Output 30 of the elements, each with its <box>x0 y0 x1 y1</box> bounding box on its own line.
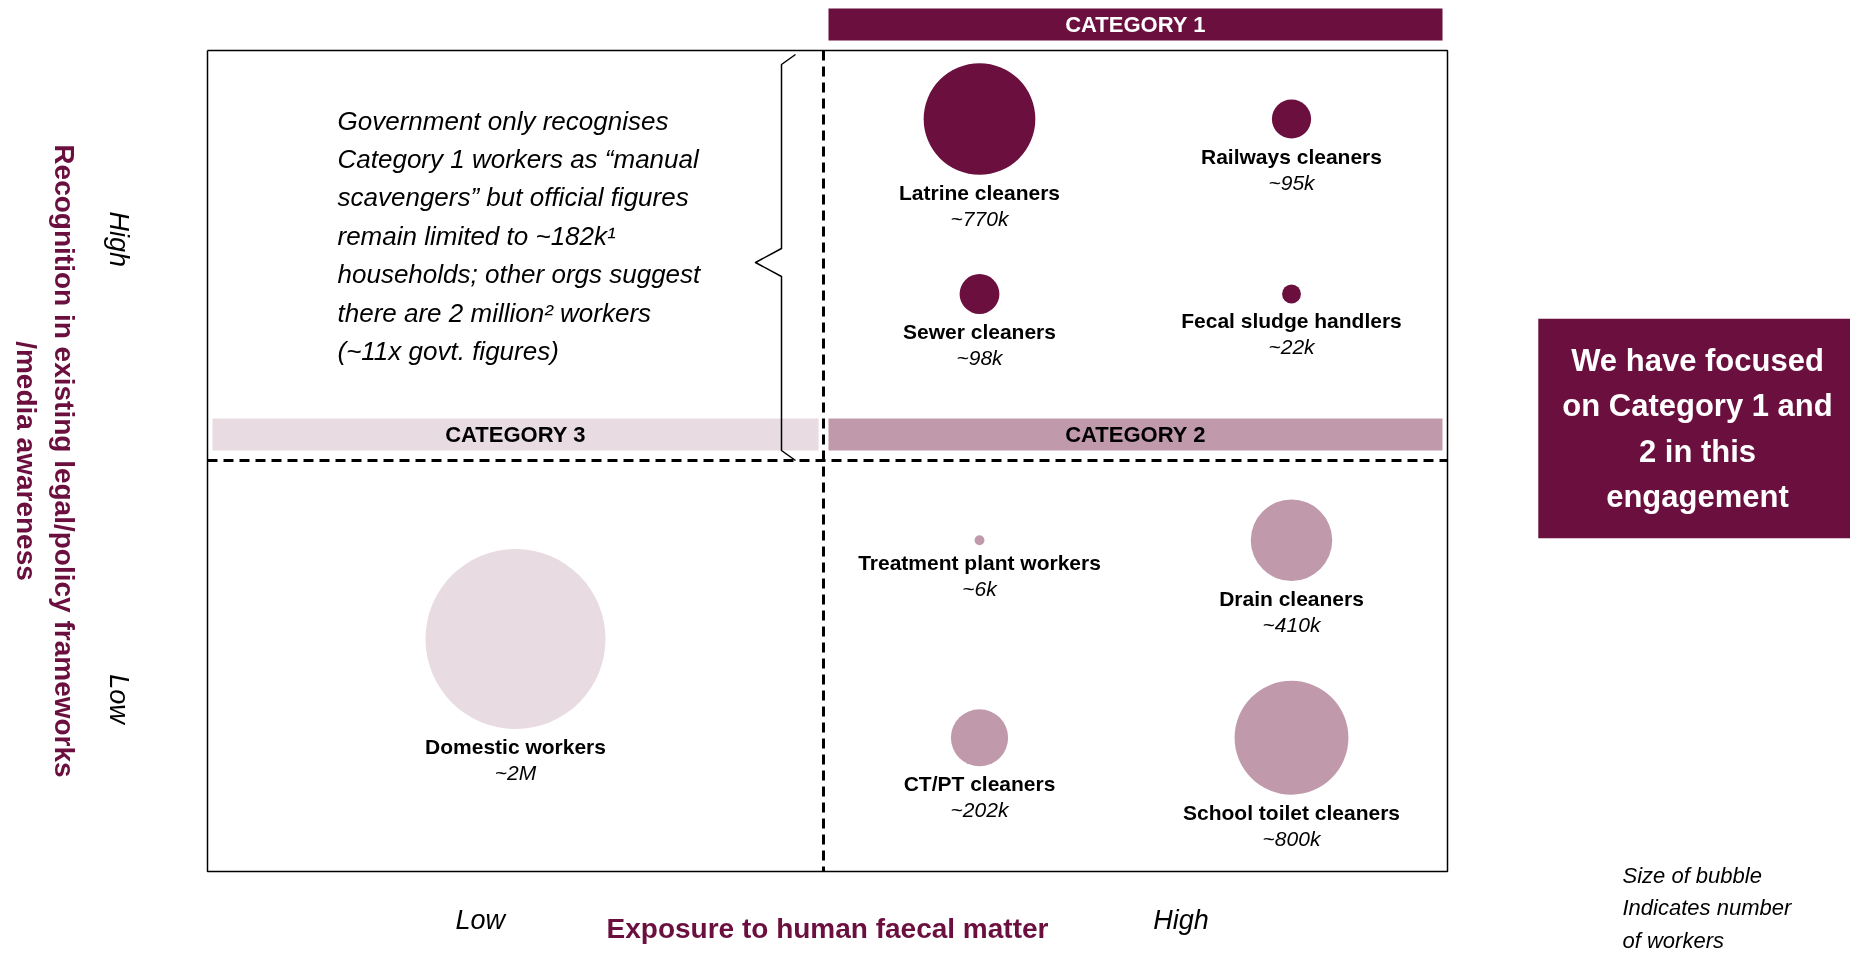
text: Exposure to human faecal matter <box>606 913 1049 944</box>
data-label: ~2M <box>494 761 537 784</box>
category-label: Sewer cleaners <box>903 319 1056 343</box>
category-label: Treatment plant workers <box>858 551 1101 575</box>
text: Low <box>103 674 134 726</box>
data-label: ~98k <box>956 345 1005 369</box>
data-label: ~6k <box>962 577 999 601</box>
text: CATEGORY 2 <box>1065 422 1206 447</box>
data-label: ~22k <box>1268 335 1317 359</box>
text: Low <box>455 904 507 935</box>
category-label: Fecal sludge handlers <box>1181 309 1402 333</box>
category-label: School toilet cleaners <box>1182 800 1401 824</box>
text: We have focused on Category 1 and 2 in this engagement <box>1562 342 1833 515</box>
category-label: Railways cleaners <box>1201 144 1382 168</box>
text: Size of bubble Indicates number of workers <box>1622 862 1793 953</box>
category-label: Domestic workers <box>425 735 606 758</box>
data-label: ~770k <box>950 206 1010 230</box>
text: Government only recognises Category 1 workers as “manual scavengers” but official figures remain limited to ~182k¹ households; other orgs suggest there are 2 million² workers (~11x govt. figures) <box>337 105 703 366</box>
text: CATEGORY 1 <box>1065 12 1206 37</box>
category-label: Drain cleaners <box>1219 587 1364 610</box>
text: CATEGORY 3 <box>445 422 586 447</box>
data-label: ~800k <box>1262 826 1322 850</box>
text: High <box>103 211 134 268</box>
category-label: Latrine cleaners <box>898 180 1061 204</box>
data-label: ~202k <box>950 798 1010 822</box>
category-label: CT/PT cleaners <box>903 772 1056 796</box>
text: Recognition in existing legal/policy frameworks /media awareness <box>10 144 81 778</box>
text: High <box>1153 904 1209 935</box>
data-label: ~410k <box>1262 613 1322 636</box>
data-label: ~95k <box>1268 170 1317 194</box>
